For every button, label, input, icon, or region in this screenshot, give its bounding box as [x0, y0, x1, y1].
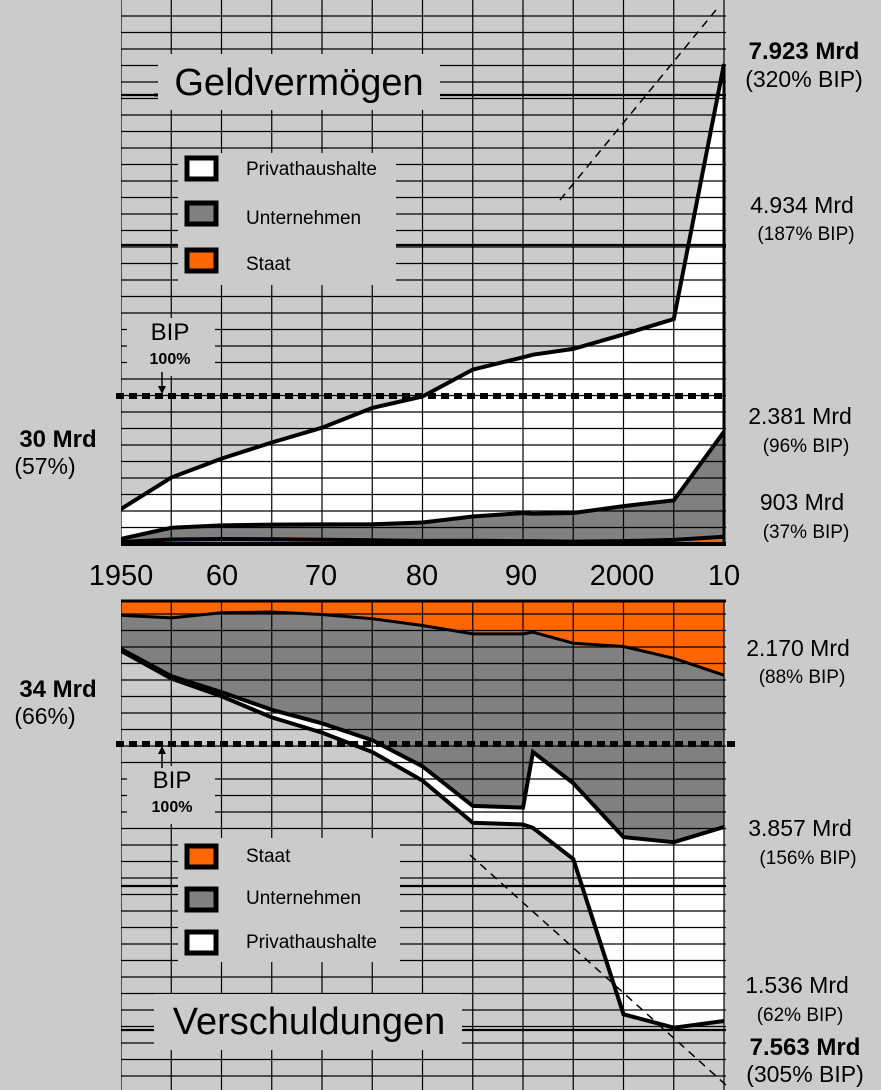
top-title-box: Geldvermögen	[154, 54, 440, 110]
legend-label: Staat	[246, 254, 291, 275]
bottom-left-value: 34 Mrd	[19, 676, 96, 703]
bottom-right-pct-4: (305% BIP)	[746, 1061, 864, 1087]
top-legend: Privathaushalte Unternehmen Staat	[178, 153, 396, 285]
bottom-right-pct-2: (156% BIP)	[759, 848, 856, 869]
bottom-right-labels: 2.170 Mrd (88% BIP) 3.857 Mrd (156% BIP)…	[745, 635, 864, 1087]
bottom-right-value-4: 7.563 Mrd	[750, 1034, 861, 1061]
legend-label: Unternehmen	[246, 888, 361, 909]
legend-swatch-orange	[184, 843, 219, 870]
x-tick-label: 70	[305, 560, 337, 592]
top-right-pct-3: (96% BIP)	[763, 436, 850, 457]
top-privathaushalte-line	[121, 63, 726, 511]
top-right-value-4: 903 Mrd	[760, 489, 844, 515]
legend-swatch-grey	[184, 886, 219, 913]
bottom-bip-marker: BIP 100%	[127, 746, 215, 824]
top-left-value: 30 Mrd	[19, 426, 96, 453]
bottom-right-value-3: 1.536 Mrd	[745, 972, 849, 998]
x-tick-label: 60	[206, 560, 238, 592]
top-right-labels: 7.923 Mrd (320% BIP) 4.934 Mrd (187% BIP…	[745, 38, 863, 543]
top-right-pct-2: (187% BIP)	[757, 224, 854, 245]
x-tick-label: 2000	[590, 560, 655, 592]
top-legend-item-unternehmen: Unternehmen	[184, 200, 361, 229]
x-tick-label: 80	[406, 560, 438, 592]
x-tick-label: 10	[708, 560, 740, 592]
top-title: Geldvermögen	[174, 62, 423, 104]
bottom-left-pct: (66%)	[14, 703, 75, 729]
bip-label: BIP	[151, 319, 190, 346]
legend-swatch-white	[184, 929, 219, 956]
bottom-legend-item-unternehmen: Unternehmen	[184, 886, 361, 913]
top-right-value-3: 2.381 Mrd	[748, 403, 852, 429]
x-tick-label: 1950	[89, 560, 154, 592]
top-legend-item-privathaushalte: Privathaushalte	[184, 155, 377, 182]
bottom-staat-line	[121, 610, 725, 677]
bottom-title-box: Verschuldungen	[154, 994, 462, 1050]
top-right-pct-4: (37% BIP)	[763, 522, 850, 543]
bottom-title: Verschuldungen	[173, 1001, 446, 1043]
bip-arrow-head	[158, 386, 166, 394]
top-bip-marker: BIP 100%	[127, 318, 215, 394]
bip-pct: 100%	[152, 799, 193, 816]
top-trend-line	[559, 9, 717, 201]
top-legend-item-staat: Staat	[184, 247, 291, 275]
bottom-unternehmen-line	[121, 647, 725, 845]
bottom-plot-area	[121, 601, 726, 1090]
bottom-privathaushalte-line	[121, 649, 725, 1030]
bottom-left-label: 34 Mrd (66%)	[14, 676, 96, 729]
legend-label: Privathaushalte	[246, 159, 377, 180]
bottom-right-pct-1: (88% BIP)	[759, 667, 846, 688]
x-axis-ticks: 1950 60 70 80 90 2000 10	[89, 560, 740, 592]
legend-swatch-white	[184, 155, 219, 182]
bottom-right-pct-3: (62% BIP)	[757, 1005, 844, 1026]
bottom-legend-item-privathaushalte: Privathaushalte	[184, 929, 377, 956]
top-left-pct: (57%)	[14, 453, 75, 479]
bip-arrow-head	[158, 746, 166, 754]
legend-swatch-orange	[184, 247, 219, 274]
x-tick-label: 90	[505, 560, 537, 592]
top-right-pct-1: (320% BIP)	[745, 66, 863, 92]
verschuldungen-panel	[116, 599, 740, 1090]
bottom-right-value-2: 3.857 Mrd	[748, 815, 852, 841]
legend-label: Unternehmen	[246, 208, 361, 229]
top-unternehmen-line	[121, 430, 726, 541]
legend-swatch-grey	[184, 200, 219, 227]
bottom-legend: Staat Unternehmen Privathaushalte	[178, 838, 400, 962]
legend-label: Privathaushalte	[246, 932, 377, 953]
legend-label: Staat	[246, 846, 291, 867]
bottom-legend-item-staat: Staat	[184, 843, 291, 870]
top-right-value-2: 4.934 Mrd	[750, 192, 854, 218]
top-staat-line	[121, 534, 725, 544]
bottom-trend-line	[469, 854, 727, 1086]
bip-label: BIP	[153, 767, 192, 794]
top-right-value-1: 7.923 Mrd	[749, 38, 860, 65]
bottom-privathaushalte-area	[121, 649, 724, 1028]
bip-pct: 100%	[150, 351, 191, 368]
bottom-right-value-1: 2.170 Mrd	[746, 635, 850, 661]
top-left-label: 30 Mrd (57%)	[14, 426, 96, 479]
